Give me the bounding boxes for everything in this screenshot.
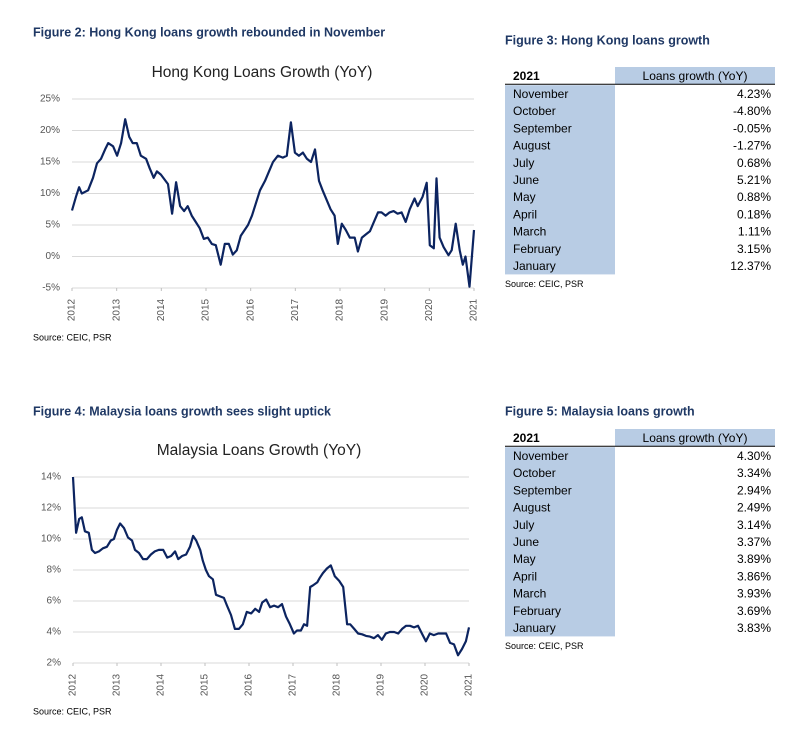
- row-label: October: [513, 104, 556, 118]
- x-tick-label: 2020: [424, 298, 435, 321]
- row-value: 3.86%: [737, 569, 771, 583]
- y-tick-label: 0%: [46, 251, 61, 262]
- column-header: 2021: [513, 69, 540, 83]
- row-label: May: [513, 552, 536, 566]
- row-label: September: [513, 121, 572, 135]
- row-value: 3.34%: [737, 466, 771, 480]
- x-tick-label: 2017: [290, 298, 301, 321]
- x-tick-label: 2012: [67, 298, 78, 321]
- row-value: 2.49%: [737, 501, 771, 515]
- column-header: Loans growth (YoY): [643, 431, 748, 445]
- row-label: March: [513, 587, 546, 601]
- y-tick-label: 20%: [40, 125, 60, 136]
- y-tick-label: 10%: [41, 534, 61, 545]
- row-value: -4.80%: [733, 104, 771, 118]
- row-label: January: [513, 621, 556, 635]
- header-cell-bg: [615, 429, 775, 447]
- y-tick-label: 6%: [47, 596, 62, 607]
- row-value: 12.37%: [730, 259, 771, 273]
- row-value: 3.69%: [737, 604, 771, 618]
- row-value: 5.21%: [737, 173, 771, 187]
- x-tick-label: 2013: [112, 673, 123, 696]
- data-line: [70, 118, 476, 288]
- row-label: February: [513, 604, 561, 618]
- row-label: September: [513, 483, 572, 497]
- row-value: -1.27%: [733, 139, 771, 153]
- y-tick-label: 8%: [47, 565, 62, 576]
- y-tick-label: 5%: [46, 220, 61, 231]
- row-value: 3.37%: [737, 535, 771, 549]
- x-tick-label: 2017: [288, 673, 299, 696]
- row-label: August: [513, 139, 551, 153]
- row-value: 0.18%: [737, 207, 771, 221]
- row-label: June: [513, 173, 539, 187]
- row-value: 1.11%: [738, 225, 771, 239]
- x-tick-label: 2019: [376, 673, 387, 696]
- x-tick-label: 2015: [200, 673, 211, 696]
- row-label: June: [513, 535, 539, 549]
- label-column-bg: [505, 85, 615, 275]
- header-cell-bg: [615, 67, 775, 85]
- row-value: 3.15%: [737, 242, 771, 256]
- column-header: 2021: [513, 431, 540, 445]
- y-tick-label: -5%: [42, 283, 60, 294]
- x-tick-label: 2015: [201, 298, 212, 321]
- chart-title: Malaysia Loans Growth (YoY): [157, 442, 361, 459]
- x-tick-label: 2021: [464, 673, 475, 696]
- x-tick-label: 2016: [245, 298, 256, 321]
- chart-title: Hong Kong Loans Growth (YoY): [152, 64, 373, 81]
- row-label: April: [513, 207, 537, 221]
- y-tick-label: 10%: [40, 188, 60, 199]
- source-note: Source: CEIC, PSR: [505, 641, 584, 651]
- row-value: 3.89%: [737, 552, 771, 566]
- y-tick-label: 2%: [47, 658, 62, 669]
- x-tick-label: 2014: [156, 673, 167, 696]
- figure-caption: Figure 2: Hong Kong loans growth rebound…: [33, 25, 385, 39]
- row-label: February: [513, 242, 561, 256]
- row-value: 3.14%: [737, 518, 771, 532]
- x-tick-label: 2013: [111, 298, 122, 321]
- y-tick-label: 14%: [41, 472, 61, 483]
- row-label: November: [513, 449, 568, 463]
- row-value: 2.94%: [737, 483, 771, 497]
- x-tick-label: 2019: [379, 298, 390, 321]
- x-tick-label: 2012: [68, 673, 79, 696]
- row-label: May: [513, 190, 536, 204]
- row-label: April: [513, 569, 537, 583]
- x-tick-label: 2021: [469, 298, 480, 321]
- row-label: August: [513, 501, 551, 515]
- table-caption: Figure 3: Hong Kong loans growth: [505, 33, 710, 47]
- row-label: July: [513, 156, 534, 170]
- table-caption: Figure 5: Malaysia loans growth: [505, 404, 695, 418]
- data-line: [71, 476, 471, 657]
- row-label: March: [513, 225, 546, 239]
- row-label: January: [513, 259, 556, 273]
- row-value: 3.83%: [737, 621, 771, 635]
- row-label: October: [513, 466, 556, 480]
- row-value: 0.88%: [737, 190, 771, 204]
- x-tick-label: 2020: [420, 673, 431, 696]
- source-note: Source: CEIC, PSR: [33, 332, 112, 342]
- x-tick-label: 2014: [156, 298, 167, 321]
- row-value: 4.30%: [737, 449, 771, 463]
- figure-caption: Figure 4: Malaysia loans growth sees sli…: [33, 404, 331, 418]
- row-label: July: [513, 518, 534, 532]
- y-tick-label: 12%: [41, 503, 61, 514]
- row-value: 0.68%: [737, 156, 771, 170]
- x-tick-label: 2016: [244, 673, 255, 696]
- y-tick-label: 4%: [47, 627, 62, 638]
- row-value: 3.93%: [737, 587, 771, 601]
- y-tick-label: 25%: [40, 94, 60, 105]
- row-value: 4.23%: [737, 87, 771, 101]
- x-tick-label: 2018: [335, 298, 346, 321]
- x-tick-label: 2018: [332, 673, 343, 696]
- y-tick-label: 15%: [40, 157, 60, 168]
- row-value: -0.05%: [733, 121, 771, 135]
- source-note: Source: CEIC, PSR: [505, 279, 584, 289]
- row-label: November: [513, 87, 568, 101]
- column-header: Loans growth (YoY): [643, 69, 748, 83]
- label-column-bg: [505, 447, 615, 637]
- source-note: Source: CEIC, PSR: [33, 706, 112, 716]
